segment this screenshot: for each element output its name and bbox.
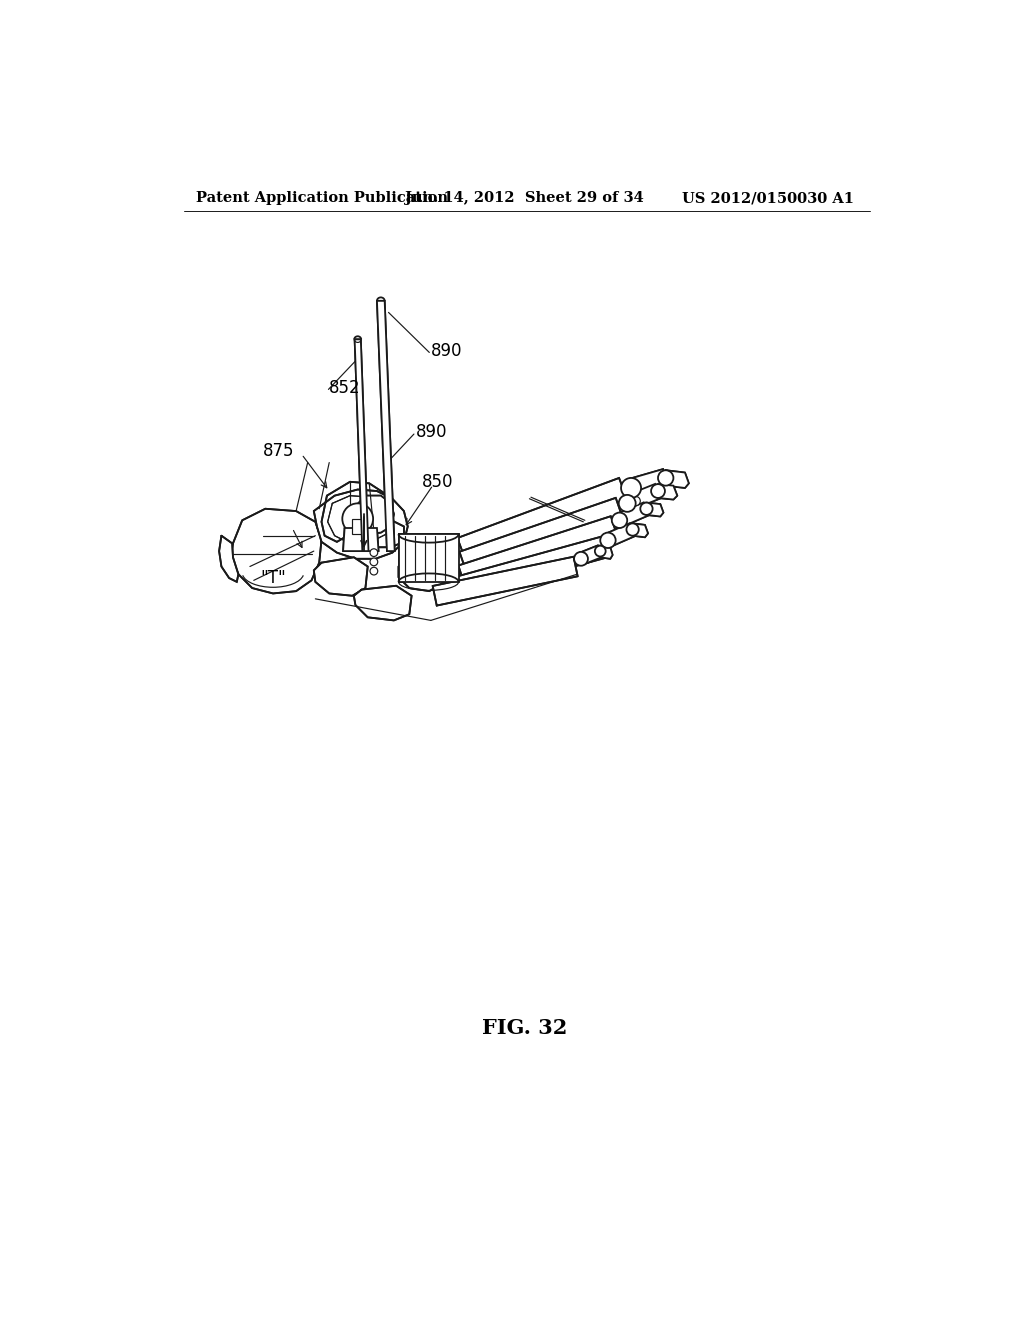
Polygon shape bbox=[230, 508, 322, 594]
Circle shape bbox=[600, 533, 615, 548]
Polygon shape bbox=[377, 301, 394, 552]
Polygon shape bbox=[354, 339, 369, 552]
Polygon shape bbox=[398, 535, 459, 582]
Circle shape bbox=[370, 549, 378, 557]
Circle shape bbox=[342, 503, 373, 535]
Polygon shape bbox=[313, 490, 408, 558]
Circle shape bbox=[621, 478, 641, 498]
Circle shape bbox=[618, 495, 636, 512]
Circle shape bbox=[651, 484, 665, 498]
Polygon shape bbox=[658, 484, 677, 499]
Text: 875: 875 bbox=[263, 442, 295, 459]
Polygon shape bbox=[625, 484, 660, 511]
Text: Jun. 14, 2012  Sheet 29 of 34: Jun. 14, 2012 Sheet 29 of 34 bbox=[406, 191, 644, 206]
Circle shape bbox=[611, 512, 628, 528]
Polygon shape bbox=[579, 545, 602, 565]
Polygon shape bbox=[313, 557, 368, 595]
Polygon shape bbox=[458, 478, 628, 561]
Polygon shape bbox=[343, 528, 379, 552]
Polygon shape bbox=[459, 516, 617, 586]
Circle shape bbox=[370, 558, 378, 566]
Text: "T": "T" bbox=[260, 569, 286, 587]
Polygon shape bbox=[646, 503, 664, 516]
Polygon shape bbox=[666, 470, 689, 488]
Polygon shape bbox=[433, 557, 578, 606]
Circle shape bbox=[631, 496, 640, 506]
Polygon shape bbox=[432, 536, 475, 570]
Polygon shape bbox=[600, 545, 612, 558]
Circle shape bbox=[370, 568, 378, 576]
Circle shape bbox=[574, 552, 588, 566]
Circle shape bbox=[658, 470, 674, 486]
Circle shape bbox=[640, 503, 652, 515]
Polygon shape bbox=[352, 496, 394, 535]
Polygon shape bbox=[453, 537, 606, 598]
Polygon shape bbox=[633, 524, 648, 537]
Text: 850: 850 bbox=[422, 473, 453, 491]
Circle shape bbox=[627, 524, 639, 536]
Polygon shape bbox=[629, 469, 669, 496]
Polygon shape bbox=[605, 523, 635, 546]
Text: 852: 852 bbox=[330, 379, 360, 397]
Text: 890: 890 bbox=[431, 342, 463, 360]
Text: Patent Application Publication: Patent Application Publication bbox=[196, 191, 449, 206]
Polygon shape bbox=[328, 496, 392, 544]
Polygon shape bbox=[400, 535, 466, 578]
Text: US 2012/0150030 A1: US 2012/0150030 A1 bbox=[682, 191, 854, 206]
Polygon shape bbox=[398, 554, 444, 591]
Text: 890: 890 bbox=[416, 422, 446, 441]
Polygon shape bbox=[616, 503, 649, 527]
Circle shape bbox=[595, 545, 605, 557]
Polygon shape bbox=[460, 498, 624, 574]
Circle shape bbox=[623, 496, 632, 506]
Polygon shape bbox=[352, 519, 364, 535]
Polygon shape bbox=[354, 586, 412, 620]
Text: FIG. 32: FIG. 32 bbox=[482, 1019, 567, 1039]
Polygon shape bbox=[219, 536, 239, 582]
